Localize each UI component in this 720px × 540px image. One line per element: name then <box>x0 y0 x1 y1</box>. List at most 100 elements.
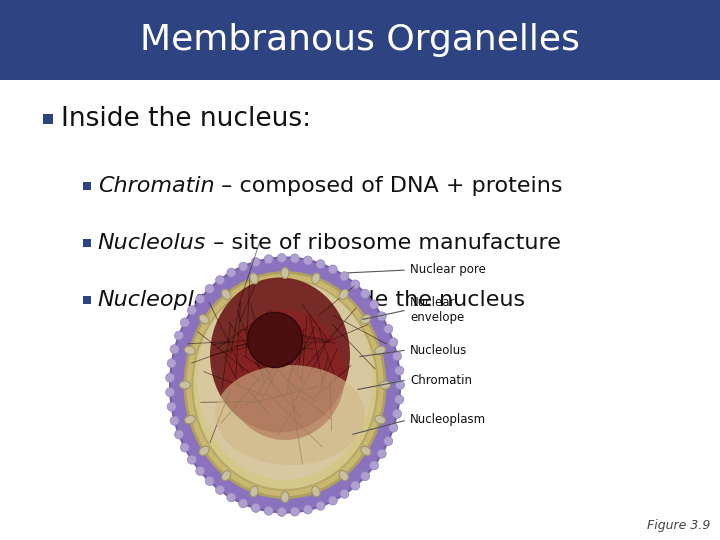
Ellipse shape <box>264 255 273 264</box>
Ellipse shape <box>210 278 350 433</box>
Bar <box>43 114 53 124</box>
Bar <box>0 0 720 80</box>
Ellipse shape <box>389 338 398 347</box>
Text: Chromatin: Chromatin <box>410 374 472 387</box>
Ellipse shape <box>205 476 214 485</box>
Ellipse shape <box>277 254 287 262</box>
Ellipse shape <box>184 415 195 424</box>
Ellipse shape <box>199 446 209 455</box>
Ellipse shape <box>290 254 300 263</box>
Ellipse shape <box>215 485 225 494</box>
Ellipse shape <box>361 289 369 299</box>
Ellipse shape <box>181 443 189 452</box>
Ellipse shape <box>179 381 191 389</box>
Ellipse shape <box>222 470 231 481</box>
Ellipse shape <box>170 345 179 354</box>
Ellipse shape <box>339 470 348 481</box>
Ellipse shape <box>192 280 377 490</box>
Ellipse shape <box>199 315 209 324</box>
Ellipse shape <box>196 295 204 303</box>
Ellipse shape <box>166 388 175 397</box>
Ellipse shape <box>290 507 300 516</box>
Ellipse shape <box>187 306 197 315</box>
Ellipse shape <box>316 501 325 510</box>
Ellipse shape <box>281 491 289 503</box>
Ellipse shape <box>167 402 176 411</box>
Ellipse shape <box>377 449 386 458</box>
Ellipse shape <box>395 395 404 404</box>
Ellipse shape <box>184 346 195 355</box>
Ellipse shape <box>361 446 371 455</box>
Text: – composed of DNA + proteins: – composed of DNA + proteins <box>215 176 563 197</box>
Ellipse shape <box>196 467 204 475</box>
Text: Chromatin: Chromatin <box>98 176 215 197</box>
Ellipse shape <box>166 373 175 382</box>
Ellipse shape <box>277 508 287 516</box>
Ellipse shape <box>351 481 360 490</box>
Ellipse shape <box>361 471 369 481</box>
Ellipse shape <box>312 273 320 284</box>
Ellipse shape <box>181 318 189 327</box>
Ellipse shape <box>174 430 184 439</box>
Ellipse shape <box>227 268 236 277</box>
Ellipse shape <box>369 461 379 470</box>
Text: Membranous Organelles: Membranous Organelles <box>140 23 580 57</box>
Ellipse shape <box>225 310 345 440</box>
Ellipse shape <box>328 496 337 505</box>
Ellipse shape <box>185 273 385 497</box>
Ellipse shape <box>379 381 390 389</box>
Ellipse shape <box>250 273 258 284</box>
Ellipse shape <box>395 381 405 389</box>
Ellipse shape <box>187 455 197 464</box>
Ellipse shape <box>361 315 371 324</box>
Ellipse shape <box>239 499 248 508</box>
Text: Inside the nucleus:: Inside the nucleus: <box>61 106 311 132</box>
Ellipse shape <box>264 506 273 515</box>
Ellipse shape <box>250 486 258 497</box>
Ellipse shape <box>340 489 349 498</box>
Ellipse shape <box>392 352 402 361</box>
Ellipse shape <box>170 258 400 512</box>
Ellipse shape <box>248 313 302 368</box>
Ellipse shape <box>215 365 365 465</box>
Ellipse shape <box>281 267 289 279</box>
Ellipse shape <box>174 331 184 340</box>
Text: Nucleoplasm: Nucleoplasm <box>410 414 486 427</box>
Ellipse shape <box>251 258 260 267</box>
Text: Nuclear pore: Nuclear pore <box>410 264 486 276</box>
Text: Nucleolus: Nucleolus <box>410 343 467 356</box>
Ellipse shape <box>227 493 236 502</box>
Ellipse shape <box>395 366 404 375</box>
Ellipse shape <box>369 300 379 309</box>
Ellipse shape <box>251 503 260 512</box>
Ellipse shape <box>374 415 385 424</box>
Text: Nuclear
envelope: Nuclear envelope <box>410 296 464 324</box>
Ellipse shape <box>377 312 386 321</box>
Text: Figure 3.9: Figure 3.9 <box>647 519 710 532</box>
Ellipse shape <box>205 285 214 294</box>
Ellipse shape <box>384 436 392 446</box>
Ellipse shape <box>239 262 248 271</box>
Ellipse shape <box>389 423 398 432</box>
Bar <box>83 239 91 247</box>
Ellipse shape <box>197 280 372 480</box>
Text: Nucleolus: Nucleolus <box>98 233 206 253</box>
Ellipse shape <box>374 346 385 355</box>
Ellipse shape <box>303 256 312 265</box>
Ellipse shape <box>215 275 225 285</box>
Ellipse shape <box>328 265 337 274</box>
Ellipse shape <box>384 325 392 334</box>
Ellipse shape <box>351 280 360 289</box>
Bar <box>83 296 91 303</box>
Ellipse shape <box>170 416 179 426</box>
Ellipse shape <box>316 260 325 269</box>
Ellipse shape <box>303 505 312 514</box>
Ellipse shape <box>312 486 320 497</box>
Bar <box>83 183 91 190</box>
Ellipse shape <box>339 289 348 299</box>
Ellipse shape <box>340 272 349 281</box>
Ellipse shape <box>222 289 231 299</box>
Ellipse shape <box>392 409 402 418</box>
Text: – fluid inside the nucleus: – fluid inside the nucleus <box>241 289 526 310</box>
Text: – site of ribosome manufacture: – site of ribosome manufacture <box>206 233 561 253</box>
